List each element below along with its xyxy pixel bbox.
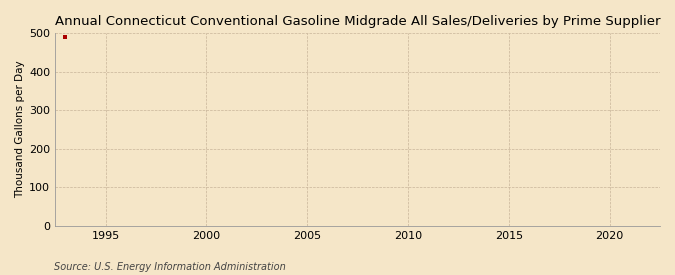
- Y-axis label: Thousand Gallons per Day: Thousand Gallons per Day: [15, 61, 25, 199]
- Title: Annual Connecticut Conventional Gasoline Midgrade All Sales/Deliveries by Prime : Annual Connecticut Conventional Gasoline…: [55, 15, 660, 28]
- Text: Source: U.S. Energy Information Administration: Source: U.S. Energy Information Administ…: [54, 262, 286, 272]
